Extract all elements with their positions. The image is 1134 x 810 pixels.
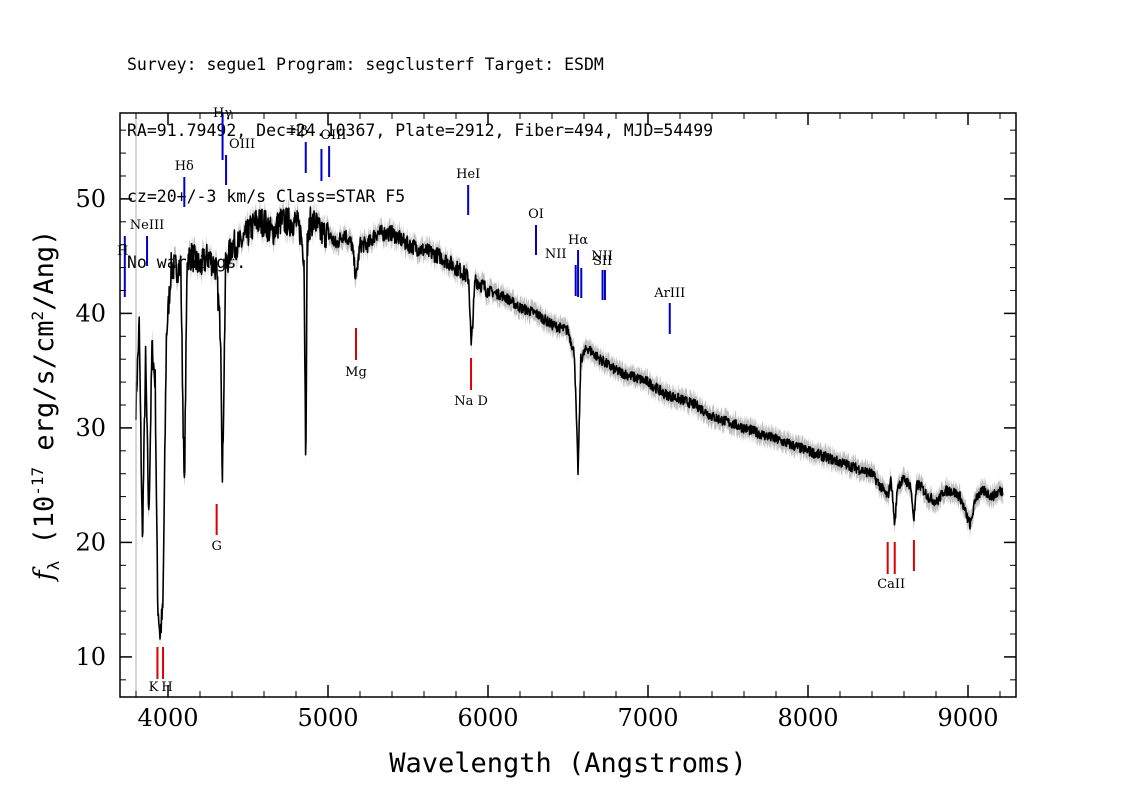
emission-line-label: H [117, 244, 128, 259]
emission-line-label: OI [528, 207, 544, 222]
absorption-line-label: H [161, 680, 172, 695]
error-band-layer [136, 197, 1004, 649]
header-coordinates-line: RA=91.79492, Dec=24.10367, Plate=2912, F… [127, 121, 714, 140]
x-tick-label: 5000 [297, 704, 358, 732]
plot-frame [119, 112, 1017, 698]
emission-line-label: HeI [456, 167, 480, 182]
emission-line-label: NII [545, 247, 567, 262]
spectrum-line [135, 206, 1004, 640]
x-tick-label: 6000 [457, 704, 518, 732]
y-tick-label: 40 [75, 299, 106, 327]
emission-line-label: NII [591, 249, 613, 264]
x-tick-label: 8000 [777, 704, 838, 732]
spectrum-layer [135, 113, 1004, 697]
x-tick-label: 9000 [937, 704, 998, 732]
x-tick-label: 7000 [617, 704, 678, 732]
y-axis-title: fλ (10-17 erg/s/cm2/Ang) [28, 230, 63, 583]
header-survey-line: Survey: segue1 Program: segclusterf Targ… [127, 55, 604, 74]
x-tick-label: 4000 [137, 704, 198, 732]
emission-line-label: Hδ [175, 159, 194, 174]
emission-line-label: OIII [320, 128, 346, 143]
axis-ticks: 4000 5000 6000 7000 8000 9000 10 20 30 40 50 [75, 113, 1016, 732]
spectrum-header: Survey: segue1 Program: segclusterf Targ… [127, 10, 713, 296]
emission-line-label: OIII [229, 137, 255, 152]
absorption-line-label: Mg [345, 365, 367, 380]
x-axis-title: Wavelength (Angstroms) [389, 748, 747, 779]
header-redshift-line: cz=20+/-3 km/s Class=STAR F5 [127, 187, 406, 206]
y-tick-label: 30 [75, 414, 106, 442]
emission-line-label: SII [593, 254, 612, 269]
y-tick-label: 20 [75, 528, 106, 556]
absorption-line-label: G [211, 539, 221, 554]
y-tick-label: 10 [75, 643, 106, 671]
absorption-line-label: K [149, 680, 159, 695]
y-tick-label: 50 [75, 185, 106, 213]
emission-line-label: Hβ [289, 124, 308, 139]
emission-line-label: Hα [568, 233, 588, 248]
error-band [136, 197, 1004, 649]
emission-line-label: ArIII [653, 286, 685, 301]
absorption-line-label: CaII [877, 577, 905, 592]
absorption-line-label: Na D [454, 394, 488, 409]
emission-line-label: NeIII [130, 218, 164, 233]
